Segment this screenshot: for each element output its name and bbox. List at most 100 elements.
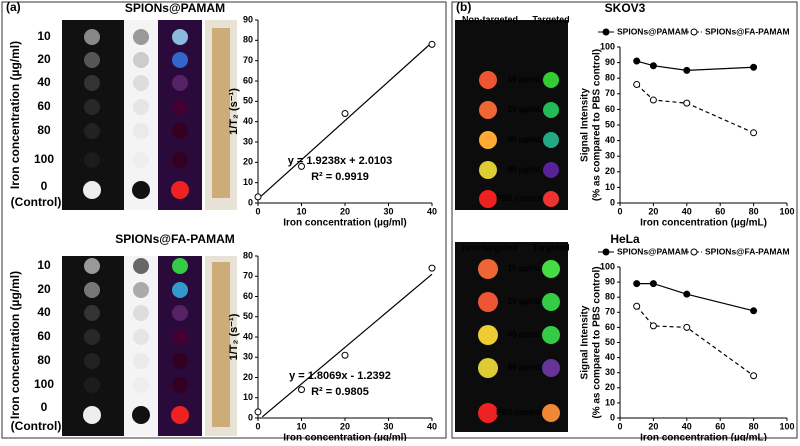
- data-point: [649, 96, 657, 104]
- y-tick-label: 30: [243, 352, 253, 362]
- y-tick-label: 20: [605, 382, 615, 392]
- data-point: [254, 408, 262, 416]
- panel-b-frame: [451, 1, 798, 439]
- row-label: 0: [41, 400, 48, 414]
- y-axis-title: 1/T₂ (s⁻¹): [228, 313, 240, 360]
- x-tick-label: 100: [779, 206, 794, 216]
- row-label: PBS control: [496, 408, 542, 417]
- row-label: 20 µg/mL: [508, 297, 543, 306]
- y-tick-label: 50: [605, 337, 615, 347]
- column-header: Non-targeted: [462, 242, 518, 252]
- row-label: 10 µg/mL: [508, 264, 543, 273]
- row-label: 10: [37, 29, 51, 43]
- y-tick-label: 70: [605, 88, 615, 98]
- x-axis-title: Iron concentration (µg/ml): [283, 218, 407, 229]
- row-label: 60: [37, 329, 51, 343]
- y-tick-label: 0: [610, 197, 615, 207]
- y-axis-title: Signal Intensity: [580, 88, 591, 162]
- axis-title: Iron concentration (µg/ml): [8, 41, 22, 189]
- data-point: [649, 322, 657, 330]
- y-axis-title: 1/T₂ (s⁻¹): [228, 88, 240, 135]
- y-tick-label: 20: [243, 157, 253, 167]
- y-tick-label: 100: [600, 261, 615, 271]
- y-axis-title: (% as compared to PBS control): [592, 266, 603, 418]
- y-tick-label: 50: [243, 311, 253, 321]
- row-label: 40: [37, 75, 51, 89]
- row-label: 10: [37, 258, 51, 272]
- series-line: [636, 60, 754, 72]
- x-tick-label: 60: [715, 421, 725, 431]
- annotation: y = 1.9238x + 2.0103: [288, 155, 393, 167]
- y-tick-label: 80: [243, 250, 253, 260]
- y-tick-label: 60: [605, 104, 615, 114]
- data-point: [750, 372, 758, 380]
- row-label: 80 µg/mL: [508, 363, 543, 372]
- data-point: [750, 307, 758, 315]
- y-tick-label: 40: [605, 135, 615, 145]
- fit-line: [257, 41, 433, 200]
- y-tick-label: 20: [605, 166, 615, 176]
- y-tick-label: 30: [605, 367, 615, 377]
- row-label: PBS control: [496, 194, 542, 203]
- panel-label: (a): [6, 0, 21, 14]
- y-tick-label: 10: [605, 182, 615, 192]
- y-tick-label: 10: [605, 397, 615, 407]
- data-point: [683, 99, 691, 107]
- data-point: [633, 57, 641, 65]
- x-tick-label: 30: [383, 206, 393, 216]
- y-tick-label: 90: [605, 57, 615, 67]
- data-point: [750, 129, 758, 137]
- y-tick-label: 30: [605, 151, 615, 161]
- x-tick-label: 40: [682, 421, 692, 431]
- data-point: [298, 162, 305, 170]
- y-tick-label: 10: [243, 177, 253, 187]
- row-label: 20: [37, 52, 51, 66]
- row-label: 100: [34, 377, 54, 391]
- legend-label: SPIONs@PAMAM: [617, 246, 688, 256]
- y-tick-label: 70: [243, 271, 253, 281]
- x-tick-label: 0: [255, 421, 260, 431]
- chart-title: SPIONs@PAMAM: [125, 1, 225, 15]
- fit-line: [261, 273, 433, 418]
- data-point: [750, 63, 758, 71]
- legend-marker: [690, 28, 698, 36]
- row-label: 100: [34, 152, 54, 166]
- y-tick-label: 70: [243, 55, 253, 65]
- data-point: [428, 264, 436, 272]
- row-label: (Control): [11, 195, 62, 209]
- row-label: 20: [37, 282, 51, 296]
- x-tick-label: 20: [340, 206, 350, 216]
- column-header: Non-targeted: [462, 14, 518, 24]
- axis-title: Iron concentration (µg/ml): [8, 271, 22, 419]
- data-point: [683, 323, 691, 331]
- row-label: 80: [37, 353, 51, 367]
- row-label: 10 µg/mL: [508, 75, 543, 84]
- y-tick-label: 80: [243, 35, 253, 45]
- data-point: [341, 351, 349, 359]
- x-axis-title: Iron concentration (µg/mL): [640, 218, 767, 229]
- data-point: [683, 290, 691, 298]
- fluorescence-image-bottom: [455, 242, 568, 432]
- mri-image-bottom: [62, 256, 237, 436]
- y-tick-label: 80: [605, 73, 615, 83]
- y-tick-label: 60: [243, 291, 253, 301]
- data-point: [649, 280, 657, 288]
- row-label: 0: [41, 179, 48, 193]
- y-tick-label: 10: [243, 392, 253, 402]
- x-axis-title: Iron concentration (µg/ml): [283, 433, 407, 441]
- chart-title: SPIONs@FA-PAMAM: [115, 232, 234, 246]
- chart-title: SKOV3: [605, 1, 646, 15]
- y-tick-label: 50: [243, 96, 253, 106]
- annotation: y = 1.8069x - 1.2392: [289, 370, 391, 382]
- panel-label: (b): [456, 0, 471, 14]
- x-tick-label: 80: [749, 421, 759, 431]
- mri-image-top: [62, 20, 237, 210]
- legend-marker: [602, 248, 610, 256]
- y-tick-label: 60: [605, 322, 615, 332]
- data-point: [649, 62, 657, 70]
- fluorescence-image-top: [455, 20, 568, 210]
- x-tick-label: 0: [255, 206, 260, 216]
- data-point: [341, 110, 349, 118]
- y-tick-label: 0: [248, 197, 253, 207]
